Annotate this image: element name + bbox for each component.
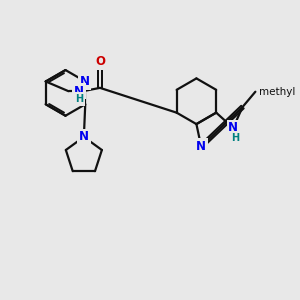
Text: H: H: [75, 94, 83, 104]
Text: N: N: [74, 85, 84, 98]
Text: N: N: [196, 140, 206, 153]
Text: O: O: [95, 56, 105, 68]
Text: methyl: methyl: [259, 87, 295, 97]
Text: N: N: [79, 130, 89, 143]
Text: N: N: [80, 75, 90, 88]
Text: N: N: [228, 122, 238, 134]
Text: H: H: [231, 133, 239, 143]
